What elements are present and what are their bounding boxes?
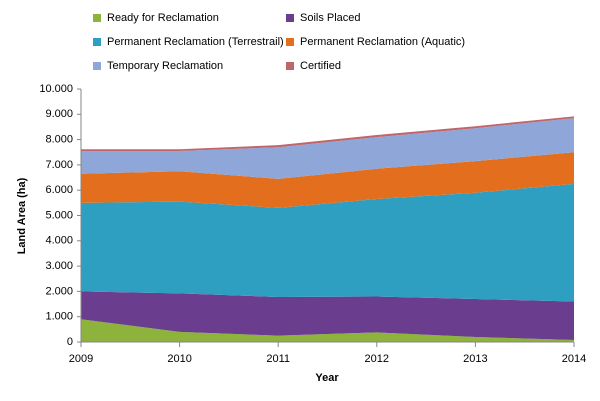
y-tick-label: 2.000 xyxy=(45,285,73,297)
y-tick-label: 5.000 xyxy=(45,209,73,221)
area xyxy=(81,291,574,340)
x-tick-label: 2011 xyxy=(266,353,290,365)
legend-label: Permanent Reclamation (Terrestrail) xyxy=(107,36,284,48)
area xyxy=(81,118,574,179)
y-tick-label: 6.000 xyxy=(45,184,73,196)
y-axis-label: Land Area (ha) xyxy=(16,177,28,254)
legend-swatch xyxy=(286,62,294,70)
y-tick-label: 10.000 xyxy=(39,83,73,95)
y-tick-label: 3.000 xyxy=(45,260,73,272)
legend-swatch xyxy=(286,38,294,46)
legend-label: Temporary Reclamation xyxy=(107,60,223,72)
y-tick-label: 8.000 xyxy=(45,134,73,146)
x-tick-label: 2013 xyxy=(463,353,487,365)
x-axis-label: Year xyxy=(315,372,339,384)
x-tick-label: 2009 xyxy=(69,353,93,365)
y-tick-label: 1.000 xyxy=(45,311,73,323)
x-tick-label: 2012 xyxy=(365,353,389,365)
area xyxy=(81,183,574,302)
legend-label: Permanent Reclamation (Aquatic) xyxy=(300,36,465,48)
legend-label: Ready for Reclamation xyxy=(107,12,219,24)
legend-swatch xyxy=(286,14,294,22)
y-tick-label: 0 xyxy=(67,336,73,348)
legend-label: Soils Placed xyxy=(300,12,361,24)
legend-swatch xyxy=(93,14,101,22)
legend-swatch xyxy=(93,62,101,70)
area xyxy=(81,319,574,342)
legend-swatch xyxy=(93,38,101,46)
y-tick-label: 7.000 xyxy=(45,159,73,171)
legend-label: Certified xyxy=(300,60,341,72)
y-tick-label: 9.000 xyxy=(45,108,73,120)
y-tick-label: 4.000 xyxy=(45,235,73,247)
x-tick-label: 2010 xyxy=(167,353,191,365)
area xyxy=(81,152,574,208)
x-tick-label: 2014 xyxy=(562,353,586,365)
